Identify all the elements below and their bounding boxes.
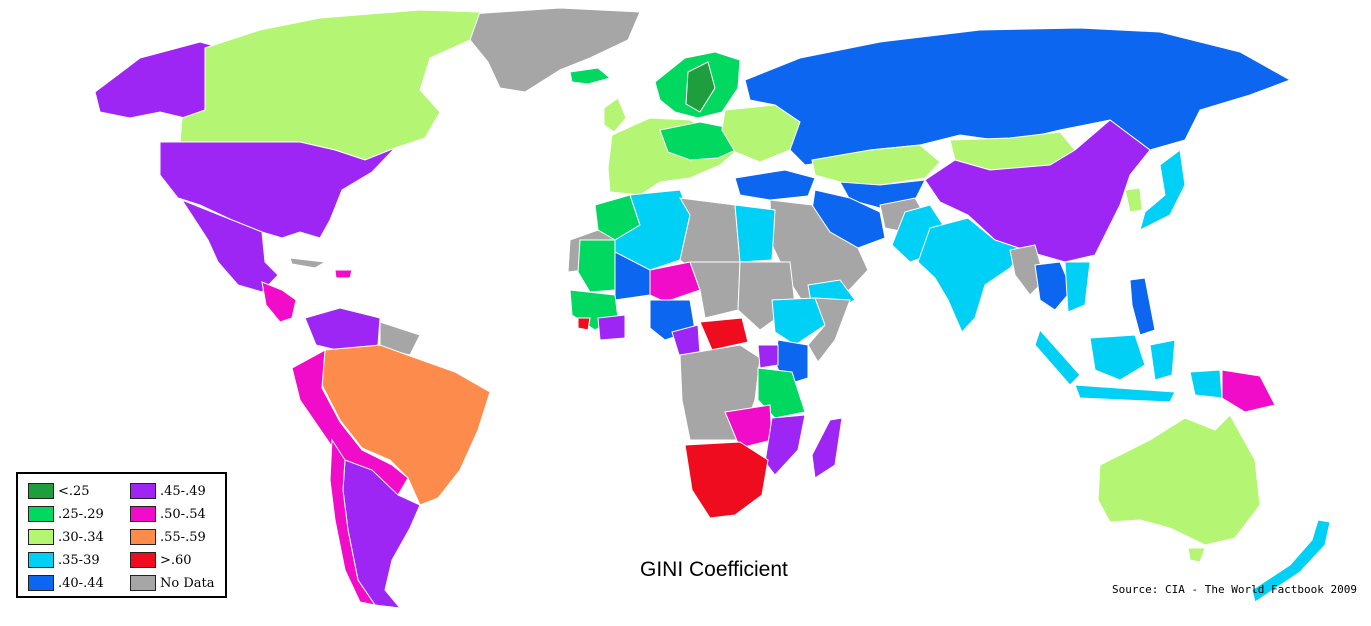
- legend-label: .25-.29: [58, 506, 104, 522]
- legend-label: .45-.49: [160, 483, 206, 499]
- legend-item-no-data: No Data: [130, 574, 214, 592]
- region-uk: [603, 97, 627, 133]
- legend-label: .55-.59: [160, 529, 206, 545]
- region-china: [924, 119, 1151, 263]
- region-sumatra: [1034, 329, 1081, 386]
- region-egypt: [734, 204, 776, 263]
- legend-item-lt-25: <.25: [28, 482, 90, 500]
- legend-item-55-59: .55-.59: [130, 528, 206, 546]
- region-central-europe: [659, 121, 741, 161]
- region-brazil: [321, 344, 491, 506]
- region-ghana-area: [597, 314, 626, 341]
- legend-label: .30-.34: [58, 529, 104, 545]
- map-title: GINI Coefficient: [640, 558, 788, 581]
- legend-swatch: [130, 483, 156, 499]
- legend-swatch: [130, 529, 156, 545]
- region-philippines: [1129, 277, 1156, 336]
- region-mauritania: [577, 239, 616, 293]
- region-central-america: [261, 281, 297, 323]
- region-tasmania: [1187, 547, 1206, 563]
- legend-label: .40-.44: [58, 575, 104, 591]
- region-india: [917, 217, 1026, 333]
- region-chile: [329, 438, 377, 606]
- region-libya: [679, 197, 741, 269]
- region-horn: [807, 297, 851, 363]
- region-indochina: [1064, 261, 1091, 313]
- source-caption: Source: CIA - The World Factbook 2009: [1112, 583, 1358, 596]
- legend-label: .50-.54: [160, 506, 206, 522]
- legend-item-25-29: .25-.29: [28, 505, 104, 523]
- legend-item-50-54: .50-.54: [130, 505, 206, 523]
- region-ethiopia: [771, 297, 826, 346]
- region-java: [1074, 384, 1176, 403]
- legend-item-35-39: .35-39: [28, 551, 100, 569]
- region-southern-africa: [684, 441, 769, 519]
- region-sierra-leone: [577, 317, 591, 331]
- region-greenland: [454, 7, 641, 93]
- region-borneo: [1089, 334, 1146, 381]
- legend-label: >.60: [160, 552, 192, 568]
- legend-swatch: [130, 506, 156, 522]
- region-korea: [1124, 187, 1143, 213]
- region-thailand: [1034, 261, 1073, 311]
- map-legend: <.25 .25-.29 .30-.34 .35-39 .40-.44 .45-…: [16, 472, 227, 598]
- region-canada: [179, 9, 481, 161]
- region-japan: [1139, 149, 1186, 231]
- region-usa: [159, 141, 396, 239]
- region-niger: [649, 261, 701, 303]
- legend-label: .35-39: [58, 552, 100, 568]
- region-guianas: [379, 321, 421, 356]
- legend-swatch: [130, 575, 156, 591]
- region-car: [699, 317, 749, 351]
- legend-swatch: [28, 506, 54, 522]
- legend-swatch: [28, 483, 54, 499]
- region-myanmar: [1009, 244, 1046, 296]
- legend-label: <.25: [58, 483, 90, 499]
- region-new-guinea: [1189, 369, 1223, 399]
- region-sulawesi: [1149, 339, 1176, 381]
- region-iceland: [569, 67, 612, 85]
- legend-item-30-34: .30-.34: [28, 528, 104, 546]
- legend-label: No Data: [160, 575, 215, 591]
- region-cuba: [289, 257, 327, 269]
- region-kazakhstan: [811, 144, 941, 186]
- region-hispaniola: [334, 269, 353, 279]
- region-peru-bolivia: [291, 349, 409, 496]
- region-mozambique: [764, 414, 806, 476]
- region-new-zealand: [1251, 519, 1331, 603]
- region-papua-new-guinea: [1221, 369, 1276, 413]
- legend-swatch: [28, 575, 54, 591]
- region-uganda: [757, 344, 779, 369]
- legend-swatch: [28, 552, 54, 568]
- legend-item-gt-60: >.60: [130, 551, 192, 569]
- region-australia: [1097, 414, 1261, 546]
- legend-item-45-49: .45-.49: [130, 482, 206, 500]
- region-turkey: [734, 169, 816, 201]
- legend-swatch: [130, 552, 156, 568]
- legend-item-40-44: .40-.44: [28, 574, 104, 592]
- legend-swatch: [28, 529, 54, 545]
- region-mexico: [180, 198, 279, 293]
- region-sweden: [685, 61, 716, 113]
- region-chad: [689, 261, 741, 319]
- region-madagascar: [811, 417, 843, 479]
